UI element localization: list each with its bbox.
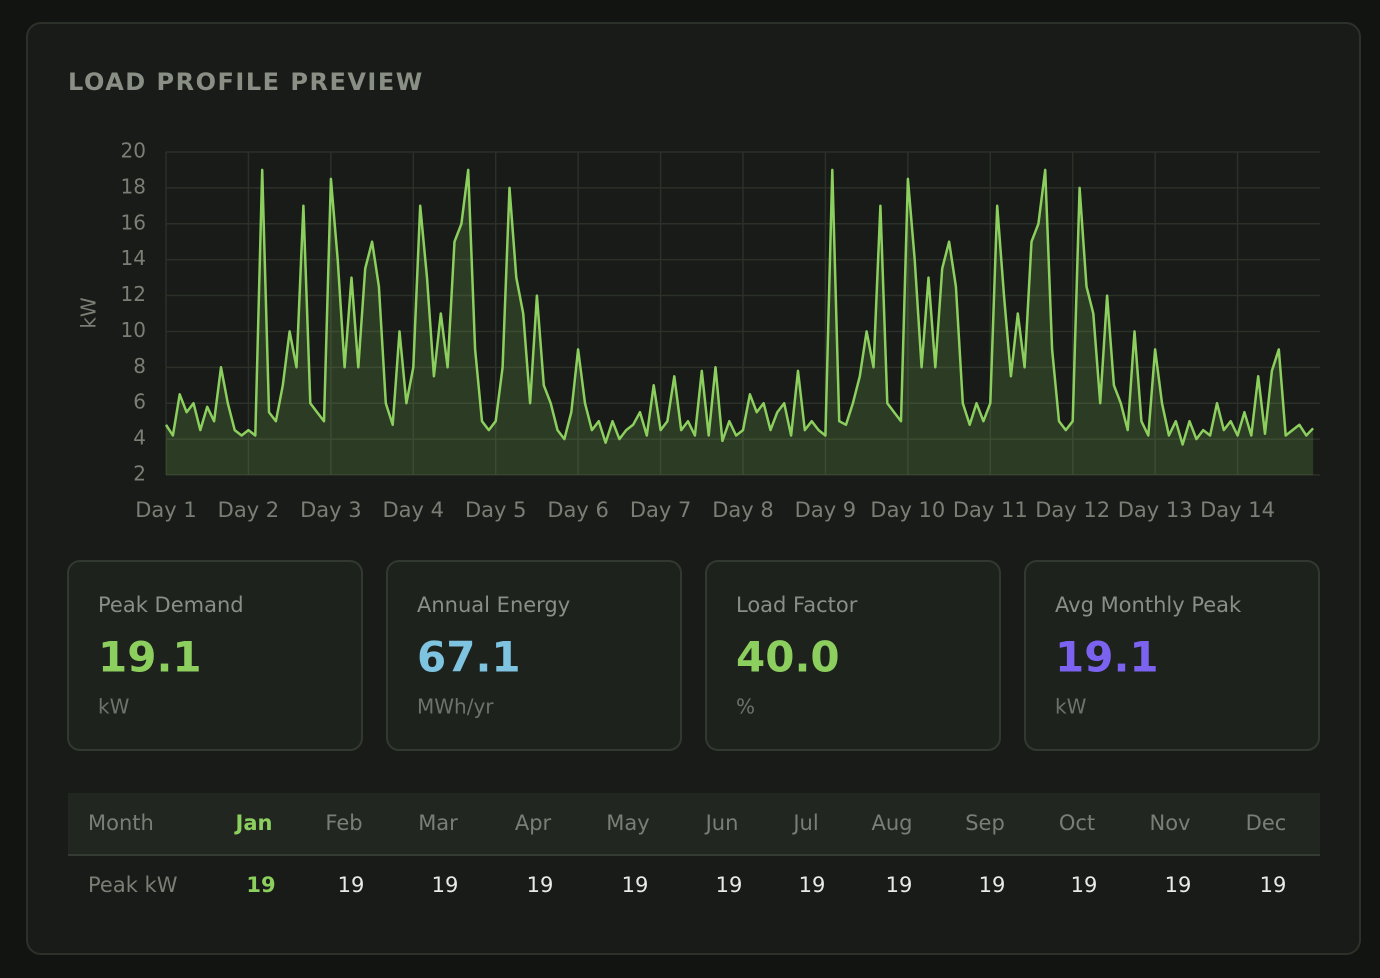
table-header: May: [606, 811, 649, 835]
stat-card: [705, 560, 1001, 751]
x-tick-label: Day 13: [1118, 498, 1193, 522]
stat-unit: kW: [1055, 695, 1087, 719]
y-tick-label: 12: [121, 282, 146, 306]
table-header: Dec: [1246, 811, 1287, 835]
table-header: Nov: [1150, 811, 1191, 835]
x-tick-label: Day 14: [1200, 498, 1275, 522]
x-tick-label: Day 2: [218, 498, 280, 522]
y-axis-label: kW: [77, 297, 101, 329]
panel-title: LOAD PROFILE PREVIEW: [68, 68, 424, 96]
stat-value: 19.1: [1055, 633, 1159, 682]
table-cell: 19: [1071, 873, 1098, 897]
table-header: Sep: [965, 811, 1005, 835]
table-cell: 19: [886, 873, 913, 897]
y-tick-label: 4: [133, 426, 146, 450]
y-tick-label: 6: [133, 390, 146, 414]
table-cell: 19: [527, 873, 554, 897]
stat-value: 19.1: [98, 633, 202, 682]
stat-label: Peak Demand: [98, 593, 244, 617]
x-tick-label: Day 11: [953, 498, 1028, 522]
table-header: Apr: [515, 811, 552, 835]
table-header-bg: [68, 793, 1320, 855]
x-tick-label: Day 4: [383, 498, 445, 522]
table-cell: 19: [979, 873, 1006, 897]
stat-card: [67, 560, 363, 751]
table-cell: Peak kW: [88, 873, 178, 897]
table-header: Aug: [871, 811, 912, 835]
x-tick-label: Day 7: [630, 498, 692, 522]
table-cell: 19: [246, 873, 275, 897]
stat-value: 67.1: [417, 633, 521, 682]
table-header: Jan: [234, 811, 273, 835]
stat-unit: %: [736, 695, 755, 719]
line: [164, 168, 1315, 446]
y-tick-label: 14: [121, 246, 146, 270]
table-header: Feb: [325, 811, 362, 835]
stat-card: [1024, 560, 1320, 751]
y-tick-label: 16: [121, 210, 146, 234]
stat-value: 40.0: [736, 633, 840, 682]
x-tick-label: Day 6: [547, 498, 609, 522]
table-header: Month: [88, 811, 154, 835]
stat-label: Annual Energy: [417, 593, 570, 617]
table-header: Oct: [1059, 811, 1095, 835]
x-tick-label: Day 9: [795, 498, 857, 522]
table-cell: 19: [338, 873, 365, 897]
table-cell: 19: [1165, 873, 1192, 897]
x-tick-label: Day 5: [465, 498, 527, 522]
y-tick-label: 8: [133, 354, 146, 378]
table-header: Mar: [418, 811, 458, 835]
y-tick-label: 2: [133, 462, 146, 486]
table-header: Jun: [704, 811, 739, 835]
stat-unit: MWh/yr: [417, 695, 494, 719]
table-cell: 19: [799, 873, 826, 897]
y-tick-label: 10: [121, 318, 146, 342]
table-cell: 19: [1260, 873, 1287, 897]
table-cell: 19: [716, 873, 743, 897]
stat-unit: kW: [98, 695, 130, 719]
x-tick-label: Day 3: [300, 498, 362, 522]
area-fill: [166, 169, 1314, 475]
x-tick-label: Day 10: [870, 498, 945, 522]
x-tick-label: Day 8: [712, 498, 774, 522]
table-cell: 19: [432, 873, 459, 897]
stat-label: Avg Monthly Peak: [1055, 593, 1242, 617]
stat-label: Load Factor: [736, 593, 858, 617]
table-header: Jul: [791, 811, 818, 835]
table-cell: 19: [622, 873, 649, 897]
stat-card: [386, 560, 682, 751]
y-tick-label: 20: [121, 139, 146, 163]
x-tick-label: Day 12: [1035, 498, 1110, 522]
x-tick-label: Day 1: [135, 498, 197, 522]
y-tick-label: 18: [121, 174, 146, 198]
